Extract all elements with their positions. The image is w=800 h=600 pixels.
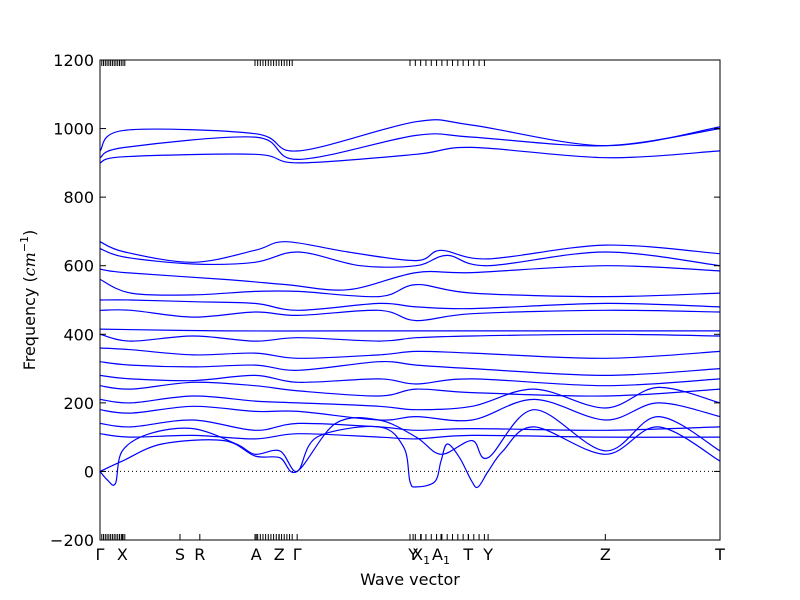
band-line <box>100 146 720 164</box>
band-line <box>100 398 720 422</box>
y-tick-label: 600 <box>63 257 94 276</box>
band-line <box>100 299 720 311</box>
x-tick-label: X1 <box>412 545 430 567</box>
x-tick-label: Y <box>407 545 418 564</box>
y-axis-label-suffix: ) <box>20 230 39 236</box>
band-line <box>100 328 720 332</box>
band-line <box>100 248 720 268</box>
band-line <box>100 309 720 322</box>
band-line <box>100 381 720 397</box>
y-tick-label: 1000 <box>53 120 94 139</box>
x-tick-label: Γ <box>96 545 105 564</box>
x-tick-label: A1 <box>432 545 450 567</box>
x-tick-label: Γ <box>293 545 302 564</box>
y-tick-label: 1200 <box>53 51 94 70</box>
band-line <box>100 241 720 263</box>
band-line <box>100 374 720 387</box>
band-line <box>100 360 720 377</box>
x-tick-label: T <box>714 545 725 564</box>
y-tick-label: −200 <box>50 531 94 550</box>
x-tick-label: Z <box>600 545 611 564</box>
x-tick-label: Y <box>482 545 493 564</box>
band-line <box>100 425 720 489</box>
band-line <box>100 409 720 474</box>
x-tick-label: A <box>251 545 262 564</box>
band-line <box>100 128 720 161</box>
band-line <box>100 386 720 411</box>
y-axis-label: Frequency (cm−1) <box>18 230 39 371</box>
y-tick-label: 400 <box>63 325 94 344</box>
band-line <box>100 265 720 291</box>
y-tick-label: 0 <box>84 462 94 481</box>
x-tick-label: Z <box>274 545 285 564</box>
band-line <box>100 347 720 359</box>
x-axis-label: Wave vector <box>360 570 460 589</box>
x-tick-label: X <box>117 545 128 564</box>
y-axis-label-unit-exp: −1 <box>18 236 31 252</box>
x-tick-label: T <box>462 545 473 564</box>
y-tick-label: 200 <box>63 394 94 413</box>
band-lines <box>100 119 720 489</box>
x-tick-label: S <box>175 545 185 564</box>
y-axis-label-unit-base: cm <box>20 252 39 276</box>
y-axis-label-prefix: Frequency ( <box>20 276 39 370</box>
axis-ticks <box>99 59 721 541</box>
x-tick-label: R <box>194 545 205 564</box>
band-line <box>100 278 720 298</box>
y-tick-label: 800 <box>63 188 94 207</box>
band-line <box>100 333 720 342</box>
